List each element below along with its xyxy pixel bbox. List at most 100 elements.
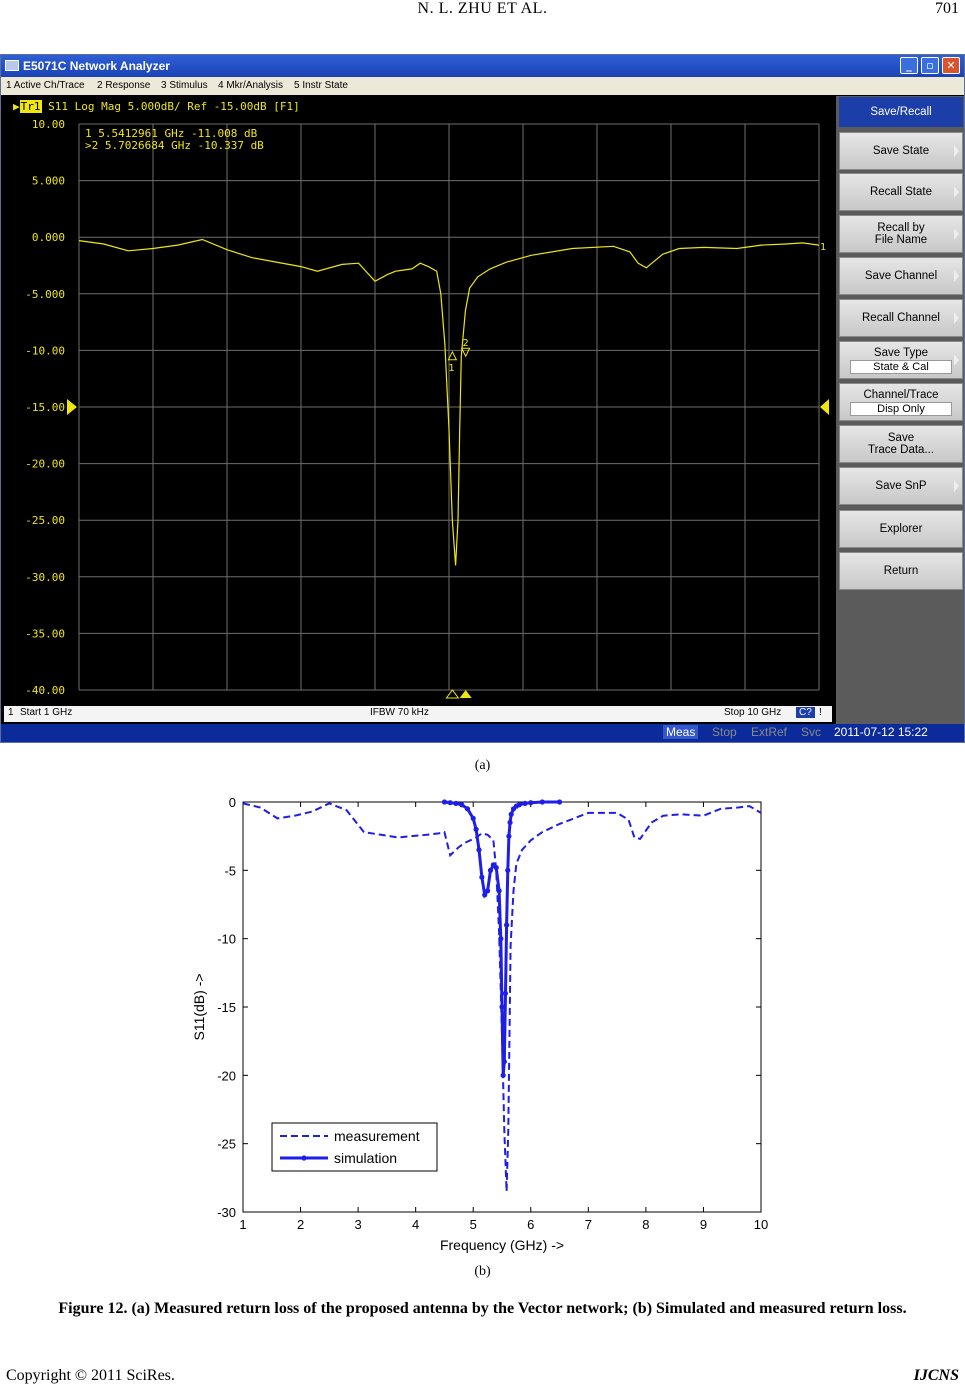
simulation-point: [447, 800, 453, 806]
simulation-point: [507, 819, 513, 826]
page-number: 701: [935, 0, 959, 17]
softkey-save-type[interactable]: Save Type State & Cal: [839, 341, 963, 379]
submenu-arrow-icon: [954, 270, 959, 282]
copyright-footer: Copyright © 2011 SciRes.: [6, 1367, 175, 1384]
x-tick-label: 7: [585, 1217, 592, 1232]
softkey-recall-state[interactable]: Recall State: [839, 173, 963, 211]
simulation-point: [459, 802, 465, 808]
submenu-arrow-icon: [954, 480, 959, 492]
close-button[interactable]: ✕: [942, 57, 960, 74]
extref-indicator: ExtRef: [751, 725, 788, 739]
marker-2-icon: [460, 347, 471, 358]
trace-info: S11 Log Mag 5.000dB/ Ref -15.00dB [F1]: [48, 100, 300, 113]
warning-indicator: !: [819, 707, 822, 718]
marker-1-label: 1: [448, 363, 454, 374]
network-analyzer-window: E5071C Network Analyzer _ ▫ ✕ 1 Active C…: [0, 54, 965, 743]
stop-indicator: Stop: [712, 725, 737, 739]
submenu-arrow-icon: [954, 312, 959, 324]
marker-2-label: 2: [463, 338, 469, 349]
trace-marker-icon: ▶: [13, 100, 20, 113]
trace-tag[interactable]: Tr1: [19, 100, 42, 113]
simulation-point: [522, 800, 528, 806]
simulation-point: [556, 799, 563, 805]
simulation-point: [453, 800, 459, 806]
ref-level-right-arrow-icon: [820, 399, 829, 415]
simulation-point: [508, 811, 514, 817]
submenu-arrow-icon: [954, 186, 959, 198]
softkey-save-channel[interactable]: Save Channel: [839, 257, 963, 295]
menu-active-ch-trace[interactable]: 1 Active Ch/Trace: [6, 80, 85, 91]
menu-mkr-analysis[interactable]: 4 Mkr/Analysis: [218, 80, 284, 91]
menu-instr-state[interactable]: 5 Instr State: [294, 80, 348, 91]
marker-readout-2: >2 5.7026684 GHz -10.337 dB: [85, 139, 264, 152]
stop-frequency[interactable]: Stop 10 GHz: [724, 707, 782, 718]
x-tick-label: 8: [642, 1217, 649, 1232]
journal-footer: IJCNS: [913, 1367, 959, 1384]
marker-1-icon: [447, 350, 458, 361]
subfigure-caption-a: (a): [474, 758, 491, 773]
simulation-point: [464, 806, 471, 812]
window-title: E5071C Network Analyzer: [23, 59, 170, 73]
simulation-point: [476, 847, 482, 853]
y-tick-label: 5.000: [32, 175, 65, 188]
simulation-point: [506, 833, 512, 839]
subfigure-caption-b: (b): [474, 1264, 491, 1279]
simulation-point: [505, 867, 511, 873]
softkey-save-trace-data[interactable]: Save Trace Data...: [839, 425, 963, 463]
simulation-point: [498, 936, 504, 942]
trace-s11-line: [78, 238, 820, 566]
y-tick-label: -20: [217, 1068, 236, 1083]
y-tick-label: 0.000: [32, 231, 65, 244]
start-frequency[interactable]: Start 1 GHz: [20, 707, 73, 718]
softkey-recall-by-file-name[interactable]: Recall by File Name: [839, 215, 963, 253]
simulation-point: [539, 799, 545, 805]
softkey-save-recall[interactable]: Save/Recall: [839, 97, 963, 127]
softkey-channel-trace[interactable]: Channel/Trace Disp Only: [839, 383, 963, 421]
simulation-point: [528, 800, 534, 806]
svc-indicator: Svc: [801, 725, 822, 739]
meas-indicator: Meas: [663, 725, 699, 739]
trace-end-label: 1: [820, 242, 826, 253]
marker-readout-1: 1 5.5412961 GHz -11.008 dB: [85, 127, 258, 140]
softkey-panel: Save/Recall Save State Recall State Reca…: [836, 96, 964, 724]
x-tick-label: 4: [412, 1217, 419, 1232]
datetime: 2011-07-12 15:22: [834, 725, 928, 739]
y-tick-label: -35.00: [25, 627, 65, 640]
softkey-explorer[interactable]: Explorer: [839, 510, 963, 548]
bottom-marker-1-icon: [445, 689, 460, 699]
y-tick-label: -10.00: [25, 344, 65, 357]
menu-response[interactable]: 2 Response: [97, 80, 151, 91]
ifbw[interactable]: IFBW 70 kHz: [370, 707, 429, 718]
return-loss-chart: 1 2 3 4 5 6 7 8 9 10 0 -5 -10 -15 -20 -25 -30 Frequency (…: [191, 795, 768, 1253]
simulation-point: [482, 892, 488, 898]
legend-box: [271, 1122, 438, 1172]
legend-simulation-marker: [301, 1155, 307, 1161]
y-tick-label: 10.00: [32, 118, 65, 131]
softkey-save-state[interactable]: Save State: [839, 132, 963, 170]
restore-button[interactable]: ▫: [921, 57, 939, 74]
minimize-button[interactable]: _: [900, 57, 918, 74]
submenu-arrow-icon: [954, 228, 959, 240]
y-tick-label: -30.00: [25, 571, 65, 584]
x-tick-label: 3: [354, 1217, 361, 1232]
submenu-arrow-icon: [954, 145, 959, 157]
simulation-point: [487, 867, 494, 873]
simulation-point: [502, 990, 509, 996]
y-tick-label: -30: [217, 1205, 236, 1220]
x-tick-label: 9: [700, 1217, 707, 1232]
simulation-point: [485, 888, 491, 894]
bottom-marker-2-icon: [459, 690, 472, 698]
window-titlebar[interactable]: E5071C Network Analyzer _ ▫ ✕: [1, 55, 964, 77]
x-tick-label: 2: [297, 1217, 304, 1232]
y-tick-label: 0: [229, 795, 236, 810]
softkey-return[interactable]: Return: [839, 552, 963, 590]
measurement-line: [242, 802, 762, 1192]
x-tick-label: 5: [470, 1217, 477, 1232]
y-tick-label: -5: [224, 863, 236, 878]
softkey-save-snp[interactable]: Save SnP: [839, 467, 963, 505]
menu-stimulus[interactable]: 3 Stimulus: [161, 80, 208, 91]
y-tick-label: -15: [217, 1000, 236, 1015]
softkey-recall-channel[interactable]: Recall Channel: [839, 299, 963, 337]
app-icon: [5, 60, 19, 71]
cal-indicator: C?: [796, 707, 815, 718]
